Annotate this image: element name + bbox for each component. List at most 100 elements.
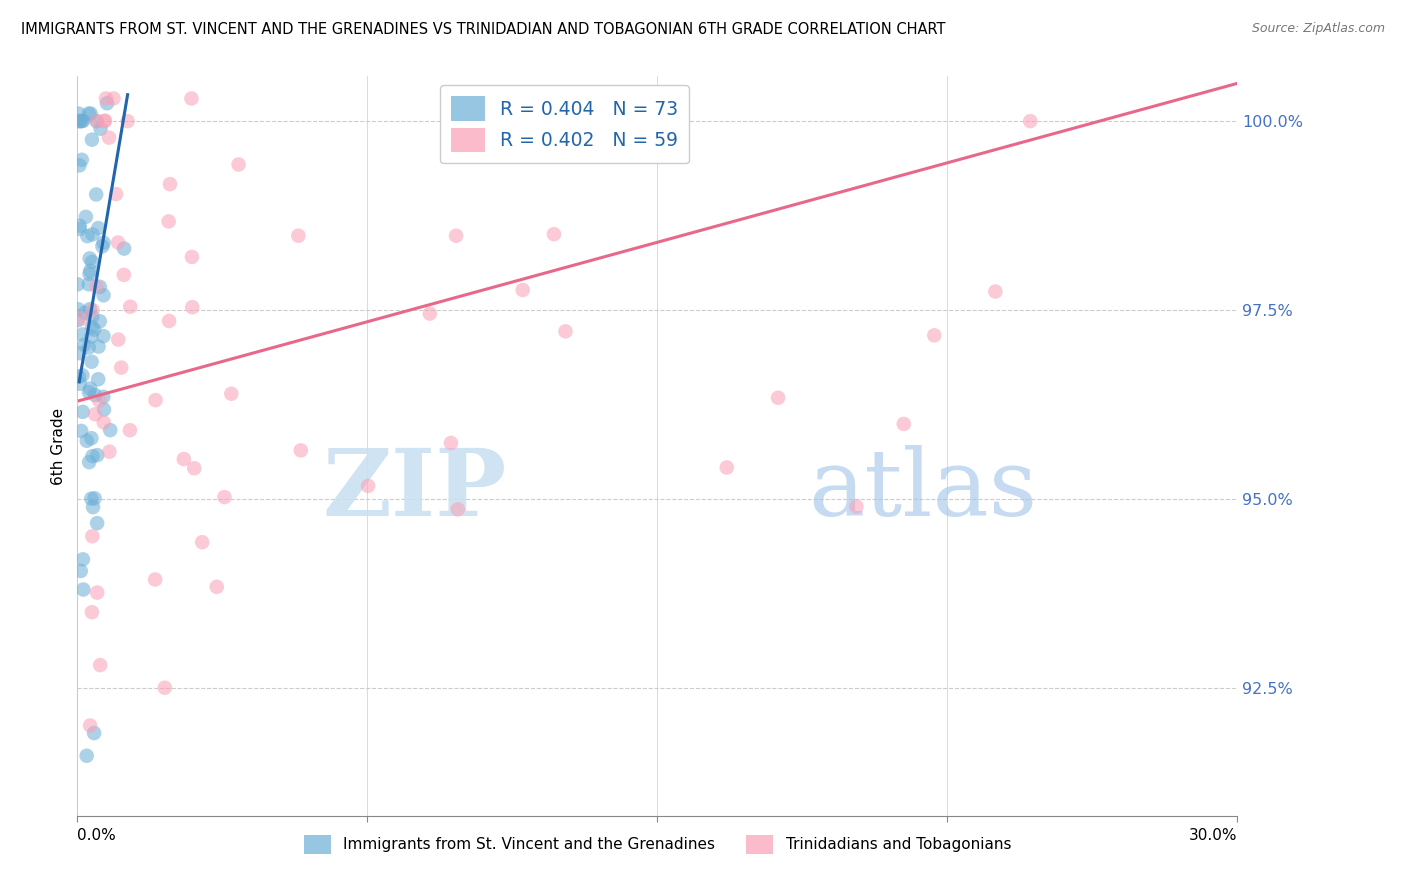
Point [86, 279, 108, 293]
Point [287, 228, 309, 243]
Point [82, 303, 104, 318]
Point [84, 187, 107, 202]
Point [554, 324, 576, 338]
Point [153, 681, 176, 695]
Point [79, 302, 101, 317]
Point [77, 340, 100, 354]
Point [94, 91, 117, 105]
Point [205, 580, 228, 594]
Point [89, 393, 111, 408]
Point [69, 222, 91, 236]
Point [83, 726, 105, 740]
Point [67, 114, 90, 128]
Point [83, 491, 105, 506]
Point [80, 431, 103, 445]
Point [191, 535, 214, 549]
Text: IMMIGRANTS FROM ST. VINCENT AND THE GRENADINES VS TRINIDADIAN AND TOBAGONIAN 6TH: IMMIGRANTS FROM ST. VINCENT AND THE GREN… [21, 22, 946, 37]
Point [766, 391, 789, 405]
Text: Source: ZipAtlas.com: Source: ZipAtlas.com [1251, 22, 1385, 36]
Point [93, 329, 115, 343]
Point [214, 490, 236, 504]
Point [221, 386, 243, 401]
Point [716, 460, 738, 475]
Point [181, 250, 204, 264]
Point [72, 405, 94, 419]
Point [80, 491, 103, 506]
Point [447, 502, 470, 516]
Point [93, 402, 115, 417]
Point [157, 214, 180, 228]
Point [82, 449, 104, 463]
Point [72, 582, 94, 597]
Point [83, 322, 105, 336]
Point [87, 372, 110, 386]
Point [79, 718, 101, 732]
Point [73, 338, 96, 352]
Point [79, 382, 101, 396]
Point [87, 340, 110, 354]
Text: atlas: atlas [808, 445, 1038, 535]
Point [120, 300, 142, 314]
Point [91, 390, 114, 404]
Point [72, 113, 94, 128]
Point [79, 106, 101, 120]
Point [86, 585, 108, 599]
Point [183, 461, 205, 475]
Point [76, 748, 98, 763]
Point [86, 114, 108, 128]
Point [70, 153, 93, 167]
Point [76, 229, 98, 244]
Point [91, 239, 114, 253]
Point [82, 227, 104, 242]
Point [77, 106, 100, 120]
Point [79, 264, 101, 278]
Point [105, 187, 128, 202]
Point [98, 130, 121, 145]
Point [82, 500, 104, 514]
Point [86, 516, 108, 530]
Point [70, 311, 93, 326]
Point [845, 500, 868, 514]
Point [80, 355, 103, 369]
Point [82, 529, 104, 543]
Point [440, 436, 463, 450]
Point [157, 314, 180, 328]
Point [103, 91, 125, 105]
Point [357, 479, 380, 493]
Point [80, 329, 103, 343]
Point [80, 133, 103, 147]
Point [89, 280, 111, 294]
Point [82, 310, 104, 324]
Point [117, 114, 139, 128]
Point [173, 452, 195, 467]
Point [180, 91, 202, 105]
Point [98, 423, 121, 437]
Point [77, 455, 100, 469]
Point [69, 376, 91, 391]
Point [79, 267, 101, 281]
Point [69, 114, 91, 128]
Point [73, 306, 96, 320]
Point [66, 313, 89, 327]
Point [69, 564, 91, 578]
Point [72, 327, 94, 342]
Point [77, 385, 100, 400]
Point [89, 658, 111, 673]
Point [75, 210, 97, 224]
Point [94, 113, 117, 128]
Point [984, 285, 1007, 299]
Point [77, 277, 100, 292]
Point [543, 227, 565, 241]
Point [112, 268, 135, 282]
Point [1019, 114, 1042, 128]
Point [69, 219, 91, 233]
Point [70, 114, 93, 128]
Point [96, 96, 118, 111]
Point [98, 444, 121, 458]
Point [118, 423, 141, 437]
Point [107, 333, 129, 347]
Point [922, 328, 945, 343]
Y-axis label: 6th Grade: 6th Grade [51, 408, 66, 484]
Point [67, 158, 90, 172]
Point [112, 242, 135, 256]
